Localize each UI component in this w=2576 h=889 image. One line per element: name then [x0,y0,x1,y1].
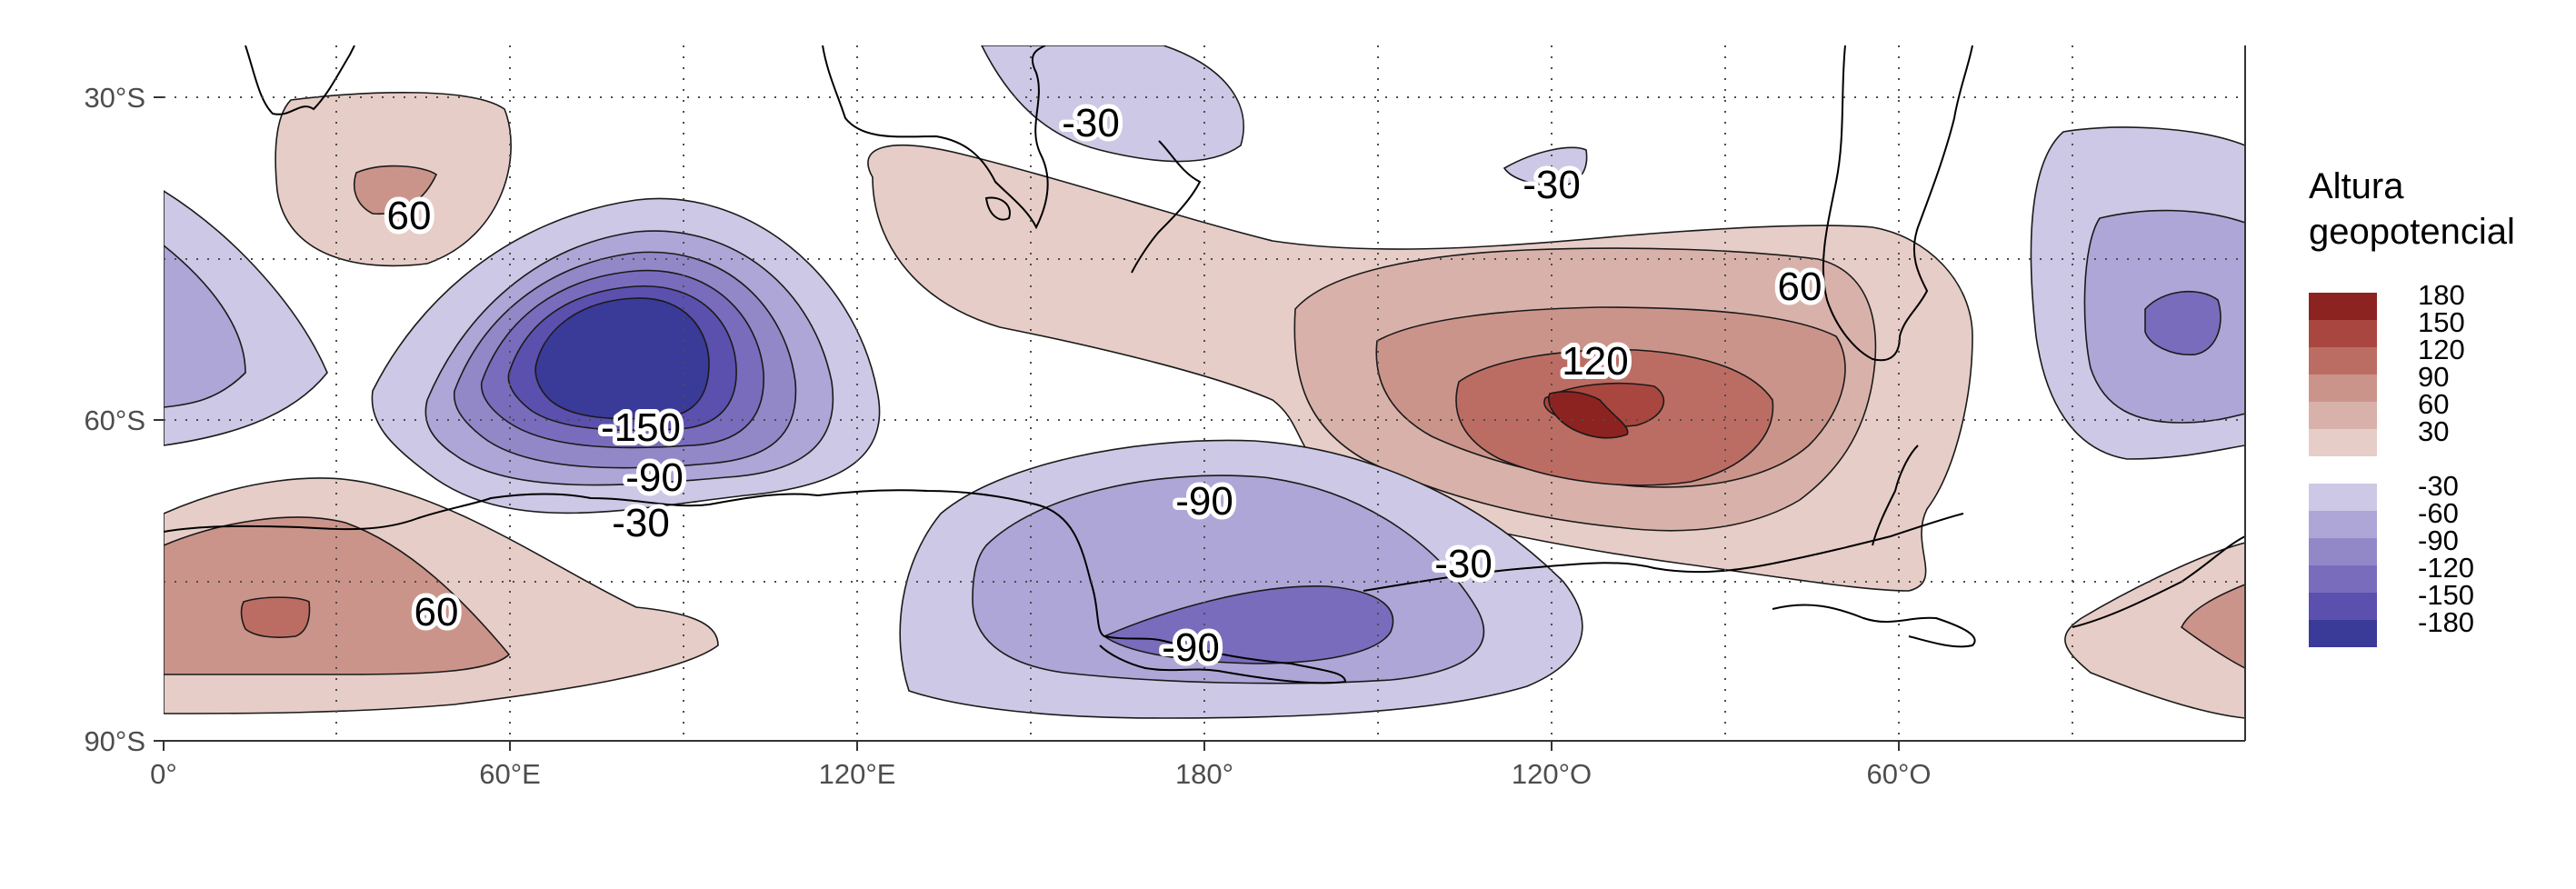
legend-title-line2: geopotencial [2309,212,2515,252]
legend-positive: 180 150 120 90 60 30 [2309,279,2465,456]
contour-label: -90 [1175,479,1233,524]
x-tick-label-60e: 60°E [479,758,541,790]
contour-label: -30 [612,501,670,545]
coast-south-america [1822,45,1973,362]
legend-swatch [2309,429,2377,456]
contour-label: -90 [1162,625,1220,670]
coast-australia [822,45,1049,230]
legend-label: -60 [2418,497,2459,529]
x-tick-label-120e: 120°E [819,758,896,790]
contour-labels: 60 -150 -90 -30 60 -30 -30 60 120 -90 -9… [383,96,1827,674]
legend-swatch [2309,538,2377,565]
legend-label: 120 [2418,334,2465,365]
legend-label: -180 [2418,606,2474,638]
anomaly-low-central-pacific [1503,146,1588,187]
y-tick-label-60s: 60°S [84,405,145,436]
x-tick-label-120o: 120°O [1512,758,1592,790]
coastlines [164,45,2245,684]
coast-antarctic-peninsula [1872,444,1919,546]
legend-label: 30 [2418,415,2449,447]
contour-label: 120 [1562,339,1628,384]
contour-label: -30 [1523,163,1581,207]
legend-label: -120 [2418,552,2474,584]
legend-label: -90 [2418,524,2459,556]
contour-label: -30 [1434,542,1493,586]
y-tick-labels: 30°S 60°S 90°S [84,82,145,757]
anomaly-high-pacific [867,145,1973,592]
legend-swatch [2309,402,2377,429]
geopotential-contours [164,45,2245,719]
y-tick-label-90s: 90°S [84,725,145,757]
map-panel: 0° 60°E 120°E 180° 120°O 60°O 30°S 60°S … [84,45,2246,790]
legend-swatch [2309,620,2377,647]
legend: Altura geopotencial 180 150 120 90 60 30… [2309,166,2515,647]
legend-swatch [2309,375,2377,402]
anomaly-low-indian [371,197,881,514]
legend-label: -30 [2418,470,2459,502]
y-tick-label-30s: 30°S [84,82,145,114]
legend-swatch [2309,347,2377,375]
x-tick-label-180: 180° [1175,758,1233,790]
contour-label: 60 [414,590,459,634]
coast-tasmania [984,196,1011,221]
contour-label: 60 [387,194,432,238]
x-tick-label-0: 0° [150,758,177,790]
anomaly-high-bottom-right [2064,542,2245,719]
anomaly-high-africa [275,92,512,267]
coast-antarctica [164,489,2245,684]
legend-title-line1: Altura [2309,166,2404,206]
legend-label: 60 [2418,388,2449,420]
anomaly-low-east-edge [2030,126,2245,460]
legend-label: 180 [2418,279,2465,311]
contour-label: -90 [625,455,684,500]
legend-label: -150 [2418,579,2474,611]
axes [154,45,2246,751]
anomaly-low-tasman-north [981,45,1244,163]
legend-label: 90 [2418,361,2449,393]
legend-swatch [2309,511,2377,538]
x-tick-label-60o: 60°O [1867,758,1932,790]
legend-swatch [2309,593,2377,620]
contour-label: 60 [1778,265,1822,309]
legend-swatch [2309,484,2377,511]
legend-label: 150 [2418,306,2465,338]
legend-swatch [2309,565,2377,593]
legend-swatch [2309,320,2377,347]
contour-label: -30 [1062,101,1120,145]
legend-swatch [2309,293,2377,320]
gridlines [164,45,2245,741]
x-tick-labels: 0° 60°E 120°E 180° 120°O 60°O [150,758,1931,790]
legend-negative: -30 -60 -90 -120 -150 -180 [2309,470,2474,647]
coast-africa [245,45,355,115]
anomaly-high-south-atlantic [164,477,719,714]
coast-new-zealand [1131,140,1202,274]
anomaly-low-west-edge [164,190,328,446]
contour-label: -150 [601,405,681,450]
